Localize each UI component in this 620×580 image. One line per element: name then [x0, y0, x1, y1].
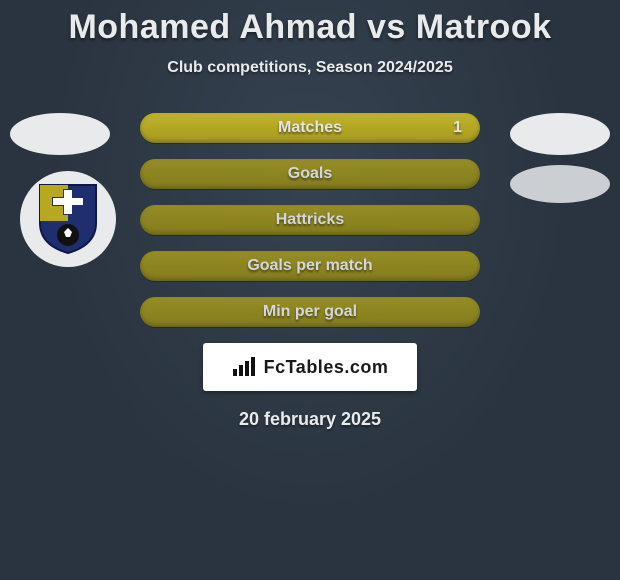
- stat-bar-matches: Matches 1: [140, 113, 480, 143]
- player-right-avatar-1: [510, 113, 610, 155]
- stat-label: Hattricks: [140, 205, 480, 235]
- date-text: 20 february 2025: [0, 409, 620, 430]
- player-left-avatar: [10, 113, 110, 155]
- branding-badge: FcTables.com: [203, 343, 417, 391]
- stat-label: Min per goal: [140, 297, 480, 327]
- stat-bar-mpg: Min per goal: [140, 297, 480, 327]
- branding-text: FcTables.com: [264, 357, 389, 378]
- subtitle: Club competitions, Season 2024/2025: [0, 59, 620, 77]
- bars-icon: [232, 357, 258, 377]
- club-badge: [20, 171, 116, 267]
- stat-bar-gpm: Goals per match: [140, 251, 480, 281]
- stat-bars: Matches 1 Goals Hattricks Goals per matc…: [140, 113, 480, 327]
- title: Mohamed Ahmad vs Matrook: [0, 0, 620, 47]
- body-row: Matches 1 Goals Hattricks Goals per matc…: [0, 113, 620, 327]
- stat-label: Matches: [140, 113, 480, 143]
- stat-label: Goals: [140, 159, 480, 189]
- player-right-avatar-2: [510, 165, 610, 203]
- comparison-card: Mohamed Ahmad vs Matrook Club competitio…: [0, 0, 620, 580]
- shield-icon: [38, 183, 98, 255]
- stat-bar-goals: Goals: [140, 159, 480, 189]
- stat-label: Goals per match: [140, 251, 480, 281]
- stat-value: 1: [453, 113, 462, 143]
- stat-bar-hattricks: Hattricks: [140, 205, 480, 235]
